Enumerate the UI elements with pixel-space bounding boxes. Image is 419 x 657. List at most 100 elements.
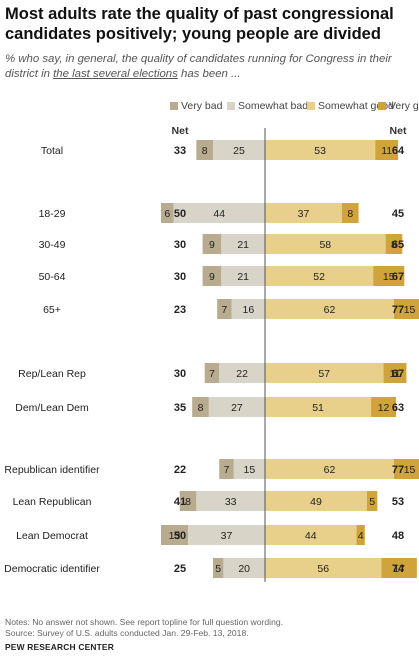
bar-very-bad xyxy=(202,266,222,286)
notes-line: Notes: No answer not shown. See report t… xyxy=(5,617,284,627)
bar-value-very-bad: 7 xyxy=(209,368,215,380)
bar-very-bad xyxy=(204,363,220,383)
category-label: Lean Democrat xyxy=(16,530,88,542)
category-label: Total xyxy=(41,145,63,157)
bar-value-very-bad: 5 xyxy=(215,563,221,575)
bar-value-very-bad: 7 xyxy=(224,464,230,476)
legend-swatch-very-good xyxy=(378,102,386,110)
bar-value-somewhat-good: 37 xyxy=(298,208,310,220)
bar-somewhat-good xyxy=(265,299,394,319)
legend-label-somewhat-bad: Somewhat bad xyxy=(238,100,309,112)
bar-value-somewhat-good: 51 xyxy=(312,402,324,414)
bar-very-good xyxy=(371,397,397,417)
net-negative-value: 30 xyxy=(174,239,186,251)
net-positive-value: 77 xyxy=(392,464,404,476)
bar-value-very-good: 15 xyxy=(383,271,395,283)
net-positive-value: 53 xyxy=(392,496,404,508)
bar-somewhat-good xyxy=(265,525,357,545)
bar-somewhat-bad xyxy=(221,266,265,286)
bar-value-very-good: 15 xyxy=(404,304,416,316)
bar-somewhat-bad xyxy=(213,140,265,160)
bar-value-very-bad: 13 xyxy=(169,530,181,542)
bar-value-very-bad: 9 xyxy=(209,239,215,251)
bar-very-bad xyxy=(213,558,224,578)
bar-somewhat-good xyxy=(265,266,374,286)
chart-subtitle: % who say, in general, the quality of ca… xyxy=(5,52,417,82)
bar-very-good xyxy=(375,140,399,160)
bar-value-somewhat-bad: 15 xyxy=(244,464,256,476)
bar-somewhat-bad xyxy=(173,203,265,223)
category-label: 18-29 xyxy=(39,208,66,220)
bar-value-very-bad: 8 xyxy=(198,402,204,414)
bar-very-bad xyxy=(192,397,209,417)
bar-value-very-bad: 8 xyxy=(185,496,191,508)
net-negative-value: 23 xyxy=(174,304,186,316)
net-negative-value: 50 xyxy=(174,530,186,542)
net-negative-value: 22 xyxy=(174,464,186,476)
net-positive-value: 63 xyxy=(392,402,404,414)
subtitle-text: % who say, in general, the quality of ca… xyxy=(5,53,392,80)
bar-value-very-good: 15 xyxy=(404,464,416,476)
source-line: Source: Survey of U.S. adults conducted … xyxy=(5,628,249,638)
category-label: Lean Republican xyxy=(13,496,92,508)
bar-value-very-good: 8 xyxy=(391,239,397,251)
net-header-right: Net xyxy=(390,125,407,137)
category-label: 50-64 xyxy=(39,271,66,283)
legend-swatch-somewhat-bad xyxy=(227,102,235,110)
bar-very-bad xyxy=(217,299,232,319)
net-header-left: Net xyxy=(172,125,189,137)
bar-very-bad xyxy=(161,203,174,223)
bar-value-somewhat-bad: 25 xyxy=(233,145,245,157)
bar-very-bad xyxy=(179,491,197,511)
subtitle-text-end: has been ... xyxy=(177,68,241,80)
net-positive-value: 67 xyxy=(392,368,404,380)
bar-value-somewhat-good: 52 xyxy=(313,271,325,283)
bar-very-good xyxy=(393,299,419,319)
bar-value-very-good: 8 xyxy=(347,208,353,220)
bar-very-good xyxy=(373,266,405,286)
bar-value-somewhat-bad: 27 xyxy=(231,402,243,414)
bar-value-very-good: 4 xyxy=(358,530,364,542)
legend-label-very-good: Very good xyxy=(389,100,419,112)
net-positive-value: 77 xyxy=(392,304,404,316)
bar-very-good xyxy=(385,234,403,254)
category-label: Republican identifier xyxy=(4,464,100,476)
category-label: Rep/Lean Rep xyxy=(18,368,86,380)
bar-value-somewhat-good: 57 xyxy=(318,368,330,380)
bar-somewhat-bad xyxy=(231,299,265,319)
net-negative-value: 30 xyxy=(174,368,186,380)
net-positive-value: 45 xyxy=(392,208,404,220)
bar-very-good xyxy=(366,491,378,511)
bar-somewhat-bad xyxy=(223,558,265,578)
bar-value-somewhat-good: 53 xyxy=(314,145,326,157)
bar-somewhat-bad xyxy=(188,525,265,545)
bar-somewhat-good xyxy=(265,363,384,383)
bar-value-very-good: 17 xyxy=(393,563,405,575)
bar-value-somewhat-good: 49 xyxy=(310,496,322,508)
bar-value-somewhat-bad: 33 xyxy=(225,496,237,508)
bar-value-somewhat-good: 58 xyxy=(319,239,331,251)
chart-title: Most adults rate the quality of past con… xyxy=(5,5,394,43)
bar-very-good xyxy=(381,558,417,578)
bar-somewhat-bad xyxy=(219,363,265,383)
legend-label-somewhat-good: Somewhat good xyxy=(318,100,394,112)
category-label: Democratic identifier xyxy=(4,563,100,575)
bar-somewhat-bad xyxy=(221,234,265,254)
bar-value-somewhat-good: 44 xyxy=(305,530,317,542)
bar-somewhat-good xyxy=(265,397,372,417)
legend-label-very-bad: Very bad xyxy=(181,100,223,112)
net-negative-value: 35 xyxy=(174,402,186,414)
bar-value-somewhat-bad: 21 xyxy=(237,271,249,283)
bar-somewhat-good xyxy=(265,558,382,578)
bar-value-somewhat-good: 56 xyxy=(317,563,329,575)
bar-value-somewhat-bad: 16 xyxy=(243,304,255,316)
category-label: 30-49 xyxy=(39,239,66,251)
bar-somewhat-bad xyxy=(196,491,265,511)
bar-value-very-bad: 9 xyxy=(209,271,215,283)
bar-value-somewhat-good: 62 xyxy=(324,304,336,316)
net-negative-value: 25 xyxy=(174,563,186,575)
net-negative-value: 41 xyxy=(174,496,186,508)
bar-very-good xyxy=(356,525,365,545)
bar-somewhat-good xyxy=(265,459,394,479)
bar-very-bad xyxy=(161,525,189,545)
